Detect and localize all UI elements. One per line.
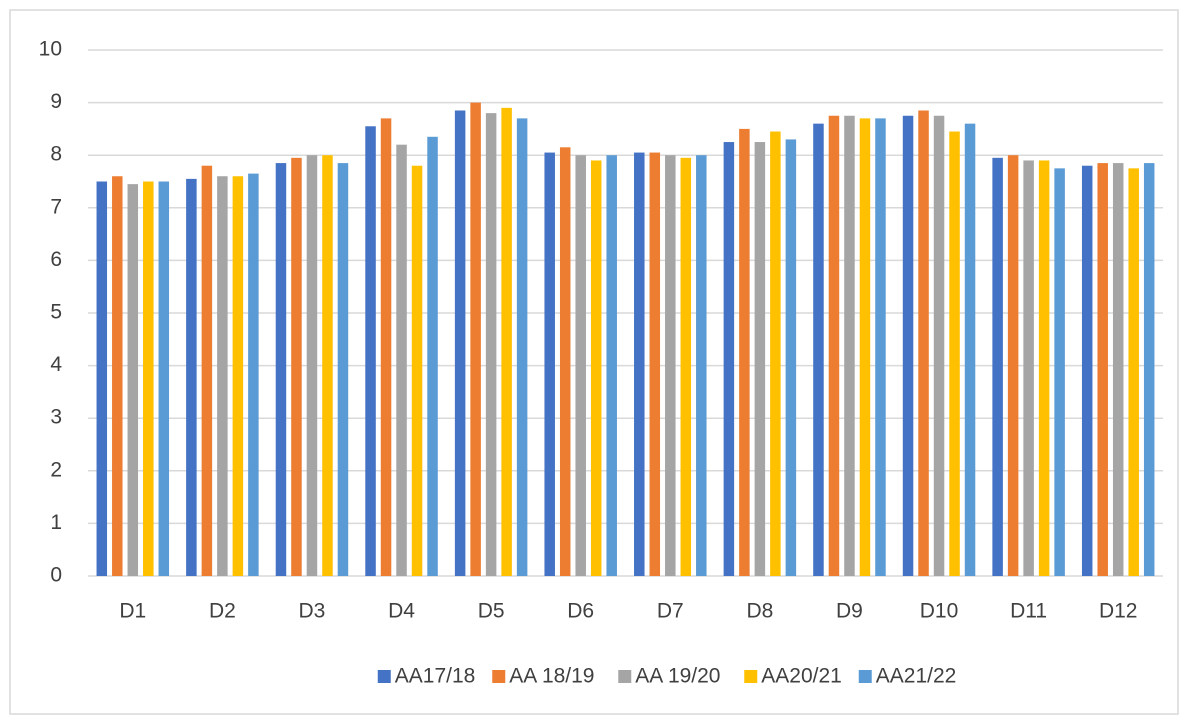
bar	[1023, 160, 1034, 576]
bar	[992, 157, 1003, 576]
bar	[427, 136, 438, 577]
legend-label: AA 19/20	[635, 665, 720, 688]
bar	[665, 155, 676, 576]
bar	[248, 173, 259, 577]
bar	[590, 160, 602, 576]
bar	[964, 123, 976, 576]
bar	[875, 118, 886, 576]
y-tick-label: 10	[39, 38, 62, 61]
bar	[606, 155, 617, 576]
x-tick-label: D11	[1010, 600, 1047, 623]
legend-label: AA17/18	[395, 665, 476, 688]
x-tick-label: D7	[657, 600, 684, 623]
y-tick-label: 1	[50, 511, 62, 534]
y-tick-label: 9	[50, 90, 62, 113]
legend-swatch	[858, 670, 872, 683]
y-tick-label: 0	[50, 564, 62, 587]
bar	[411, 165, 423, 576]
legend-label: AA 18/19	[509, 665, 594, 688]
bar	[634, 152, 645, 576]
bar	[112, 176, 123, 577]
bar	[96, 181, 108, 576]
x-tick-label: D9	[836, 600, 863, 623]
x-tick-label: D10	[920, 600, 959, 623]
bar	[754, 142, 766, 577]
bar	[485, 113, 497, 577]
bar	[785, 139, 797, 577]
x-tick-label: D3	[299, 600, 326, 623]
bar	[291, 157, 302, 576]
legend-label: AA20/21	[761, 665, 842, 688]
bar	[1038, 160, 1050, 576]
y-tick-label: 7	[50, 195, 62, 218]
bar	[127, 184, 139, 576]
x-tick-label: D12	[1099, 600, 1138, 623]
bar	[158, 181, 170, 576]
x-tick-label: D6	[567, 600, 594, 623]
bar	[1143, 163, 1155, 576]
bar	[770, 131, 781, 576]
bar	[217, 176, 228, 577]
bar	[454, 110, 466, 577]
bar	[501, 107, 512, 577]
bar	[1097, 163, 1108, 576]
bar	[544, 152, 555, 576]
bar	[186, 178, 197, 576]
bar	[275, 163, 287, 576]
x-tick-label: D8	[746, 600, 773, 623]
bar	[902, 115, 914, 576]
x-tick-label: D1	[119, 600, 146, 623]
legend-swatch	[377, 670, 391, 683]
bar	[723, 142, 735, 577]
bar	[844, 115, 855, 576]
x-tick-label: D2	[209, 600, 236, 623]
bar	[470, 102, 481, 576]
bar	[380, 118, 392, 576]
bar	[859, 118, 871, 576]
bar	[813, 123, 824, 576]
bar	[1112, 163, 1124, 576]
bar	[1007, 155, 1019, 576]
y-tick-label: 2	[50, 458, 62, 481]
bar	[322, 155, 333, 576]
y-tick-label: 5	[50, 301, 62, 324]
bar	[933, 115, 945, 576]
bar	[201, 165, 213, 576]
bar	[143, 181, 154, 576]
bar	[1054, 168, 1065, 576]
x-tick-label: D5	[478, 600, 505, 623]
bar	[1081, 165, 1093, 576]
bar	[306, 155, 318, 576]
bar	[949, 131, 960, 576]
bar	[396, 144, 407, 576]
legend-swatch	[744, 670, 758, 683]
legend-label: AA21/22	[876, 665, 957, 688]
y-tick-label: 4	[50, 353, 62, 376]
bar	[918, 110, 929, 577]
bar	[696, 155, 707, 576]
bar	[575, 155, 586, 576]
bar	[649, 152, 661, 576]
bar	[680, 157, 692, 576]
bar	[559, 147, 571, 576]
bar	[828, 115, 840, 576]
bar	[739, 128, 750, 576]
legend-swatch	[618, 670, 632, 683]
y-tick-label: 6	[50, 248, 62, 271]
y-tick-label: 3	[50, 406, 62, 429]
bar	[1128, 168, 1139, 576]
bar	[516, 118, 528, 576]
x-tick-label: D4	[388, 600, 415, 623]
legend-swatch	[492, 670, 506, 683]
bar	[232, 176, 244, 577]
bar	[365, 126, 376, 577]
bar	[337, 163, 349, 576]
y-tick-label: 8	[50, 143, 62, 166]
